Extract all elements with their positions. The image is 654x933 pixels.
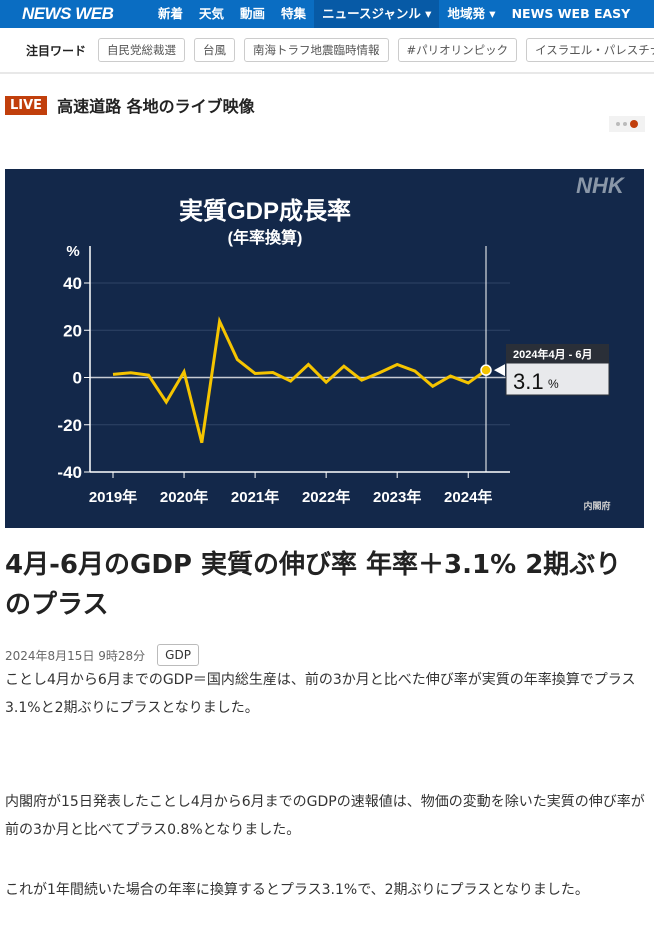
- paragraph: ことし4月から6月までのGDP＝国内総生産は、前の3か月と比べた伸び率が実質の年…: [5, 672, 636, 716]
- trending-tag[interactable]: #パリオリンピック: [397, 38, 518, 62]
- live-banner[interactable]: LIVE 高速道路 各地のライブ映像: [5, 93, 255, 117]
- publish-date: 2024年8月15日 9時28分: [5, 648, 146, 663]
- article-headline: 4月-6月のGDP 実質の伸び率 年率＋3.1% 2期ぶりのプラス: [5, 550, 622, 620]
- chart-title: 実質GDP成長率: [179, 197, 351, 225]
- y-tick-label: 0: [73, 369, 82, 388]
- dot[interactable]: [616, 122, 620, 126]
- tooltip-arrow: [494, 364, 505, 377]
- nav-region[interactable]: 地域発 ▾: [447, 6, 496, 21]
- news-web-logo[interactable]: NEWS WEB: [22, 4, 114, 23]
- nav-genre[interactable]: ニュースジャンル ▾: [314, 0, 440, 28]
- nav-easy[interactable]: NEWS WEB EASY: [511, 6, 631, 21]
- paragraph: 内閣府が15日発表したことし4月から6月までのGDPの速報値は、物価の変動を除い…: [5, 794, 645, 838]
- nav-video[interactable]: 動画: [240, 6, 266, 21]
- y-tick-label: -40: [57, 463, 82, 482]
- tooltip-unit: %: [548, 377, 559, 391]
- y-tick-label: -20: [57, 416, 82, 435]
- dot-active[interactable]: [630, 120, 638, 128]
- x-tick-label: 2022年: [302, 488, 350, 506]
- x-tick-label: 2021年: [231, 488, 279, 506]
- tooltip-period: 2024年4月 - 6月: [513, 347, 592, 361]
- nav-new[interactable]: 新着: [158, 6, 184, 21]
- live-title[interactable]: 高速道路 各地のライブ映像: [57, 97, 255, 116]
- trending-bar: 注目ワード 自民党総裁選 台風 南海トラフ地震臨時情報 #パリオリンピック イス…: [0, 28, 654, 74]
- trending-label: 注目ワード: [26, 43, 87, 58]
- top-nav: NEWS WEB 新着 天気 動画 特集 ニュースジャンル ▾ 地域発 ▾ NE…: [0, 0, 654, 28]
- trending-tag[interactable]: 台風: [194, 38, 236, 62]
- nhk-logo: NHK: [576, 173, 626, 198]
- chart-subtitle: (年率換算): [228, 228, 303, 247]
- y-tick-label: 20: [63, 321, 82, 340]
- tooltip-header: [506, 344, 609, 363]
- dot[interactable]: [623, 122, 627, 126]
- topic-tag[interactable]: GDP: [157, 644, 199, 666]
- source-label: 内閣府: [583, 500, 610, 511]
- trending-tag[interactable]: イスラエル・パレスチナ: [526, 38, 654, 62]
- tooltip-body: [505, 362, 610, 396]
- tooltip-value: 3.1: [513, 369, 544, 394]
- x-tick-label: 2023年: [373, 488, 421, 506]
- article-meta: 2024年8月15日 9時28分 GDP: [5, 644, 199, 666]
- gdp-chart: NHK 実質GDP成長率 (年率換算) % 内閣府 40 20 0 -20 -40 201…: [5, 169, 644, 528]
- trending-tag[interactable]: 自民党総裁選: [98, 38, 186, 62]
- nav-feature[interactable]: 特集: [281, 6, 307, 21]
- y-unit: %: [66, 243, 79, 260]
- latest-point: [480, 364, 492, 376]
- x-tick-label: 2019年: [89, 488, 137, 506]
- gdp-line: [112, 316, 487, 444]
- live-badge: LIVE: [5, 95, 48, 115]
- nav-weather[interactable]: 天気: [199, 6, 225, 21]
- y-tick-label: 40: [63, 274, 82, 293]
- carousel-indicator[interactable]: [609, 116, 645, 132]
- x-tick-label: 2024年: [444, 488, 492, 506]
- x-tick-label: 2020年: [160, 488, 208, 506]
- paragraph: これが1年間続いた場合の年率に換算するとプラス3.1%で、2期ぶりにプラスとなり…: [5, 882, 589, 898]
- trending-tag[interactable]: 南海トラフ地震臨時情報: [244, 38, 389, 62]
